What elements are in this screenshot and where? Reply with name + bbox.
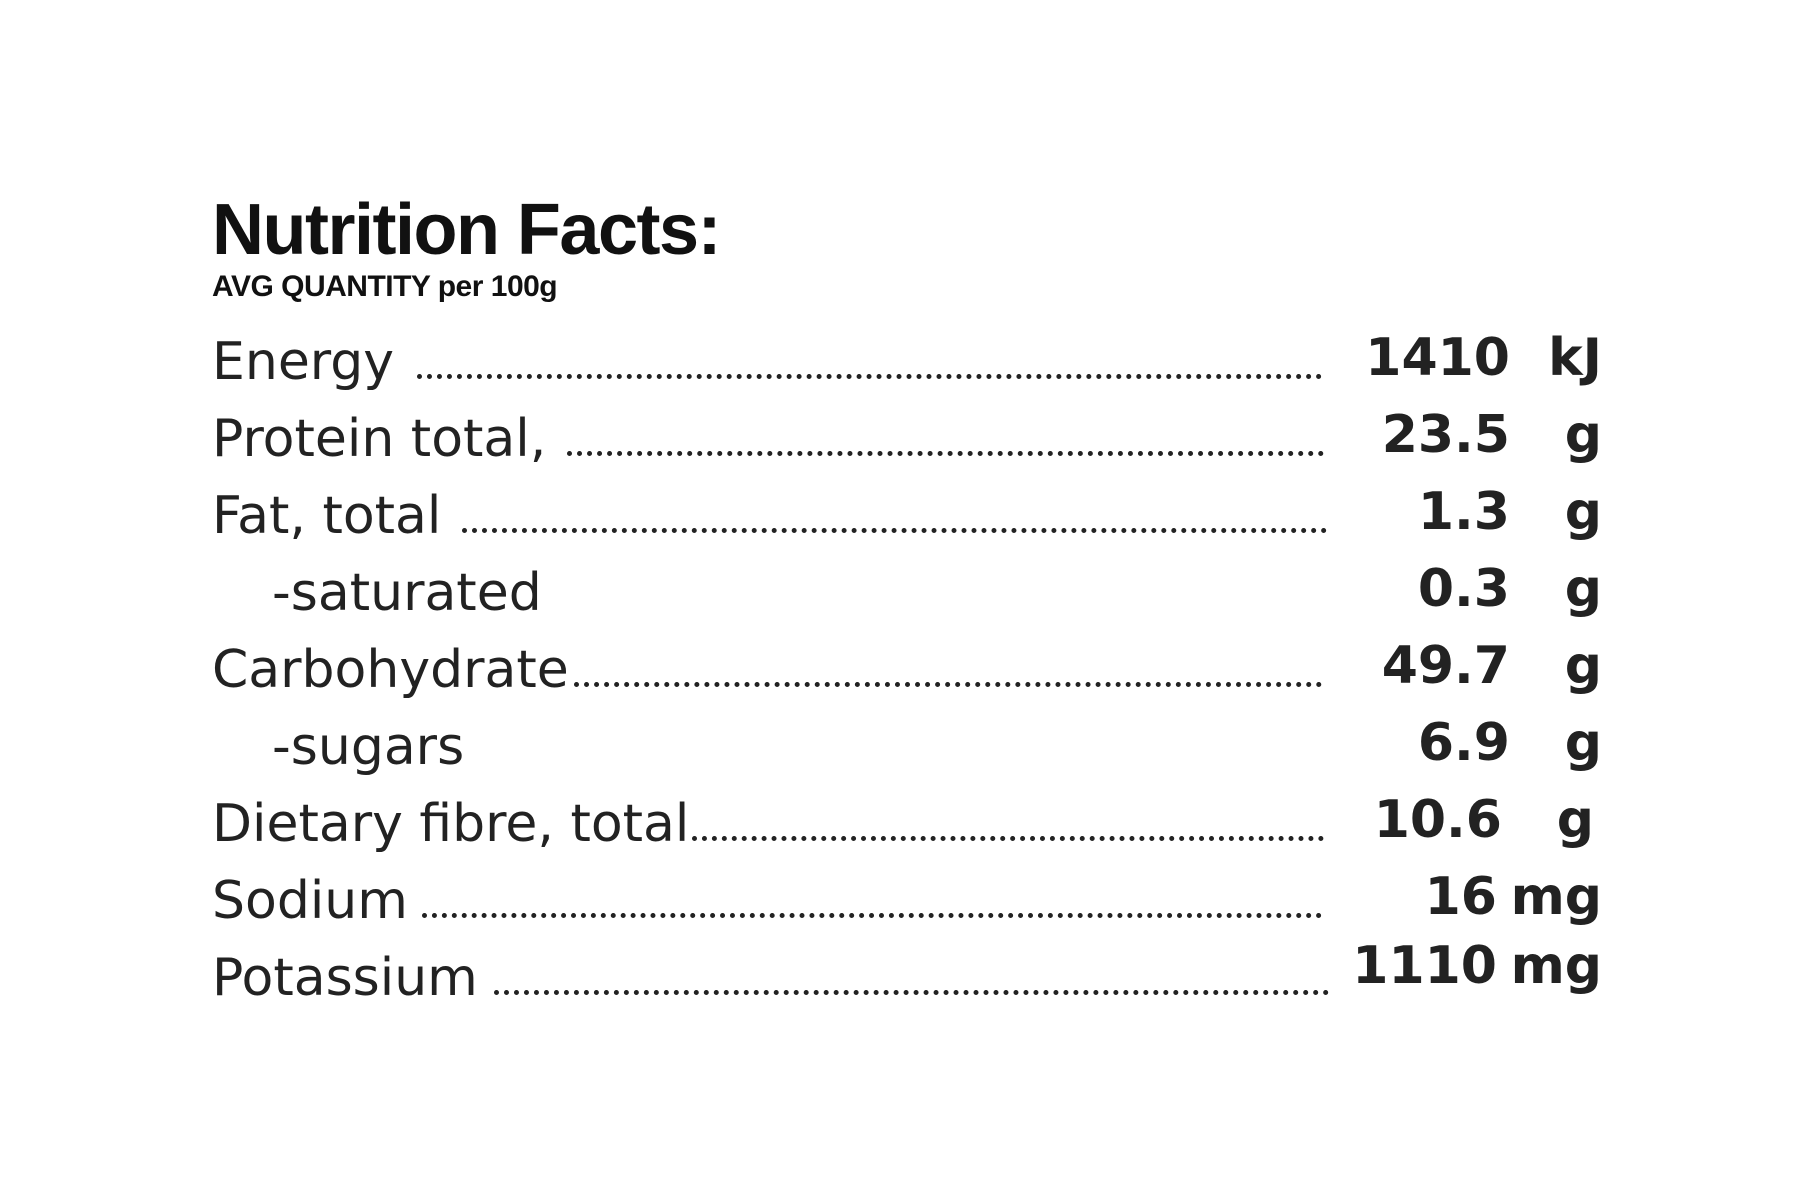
nutrient-value: 6.9 bbox=[1417, 713, 1510, 773]
nutrient-value: 1.3 bbox=[1417, 482, 1510, 542]
nutrient-label: -sugars bbox=[272, 717, 465, 777]
nutrient-label: -saturated bbox=[272, 563, 542, 623]
nutrient-label: Energy bbox=[212, 332, 395, 392]
nutrient-unit: g bbox=[1564, 713, 1602, 773]
dotted-leader bbox=[692, 836, 1324, 841]
nutrient-unit: g bbox=[1564, 559, 1602, 619]
nutrient-unit: kJ bbox=[1548, 328, 1602, 388]
nutrient-row-carbohydrate: Carbohydrate 49.7 g bbox=[212, 634, 1602, 711]
nutrient-list: Energy 1410 kJ Protein total, 23.5 g Fat… bbox=[212, 326, 1602, 1019]
nutrient-row-fat: Fat, total 1.3 g bbox=[212, 480, 1602, 557]
nutrient-label: Sodium bbox=[212, 871, 408, 931]
dotted-leader bbox=[417, 374, 1322, 379]
dotted-leader bbox=[462, 528, 1327, 533]
nutrition-panel: Nutrition Facts: AVG QUANTITY per 100g E… bbox=[212, 190, 1602, 1019]
nutrient-value: 1410 bbox=[1365, 328, 1510, 388]
nutrient-row-energy: Energy 1410 kJ bbox=[212, 326, 1602, 403]
nutrient-row-potassium: Potassium 1110 mg bbox=[212, 936, 1602, 1019]
nutrient-row-sodium: Sodium 16 mg bbox=[212, 865, 1602, 942]
nutrient-unit: g bbox=[1564, 636, 1602, 696]
nutrient-unit: g bbox=[1564, 405, 1602, 465]
nutrient-row-dietary-fibre: Dietary fibre, total 10.6 g bbox=[212, 788, 1602, 865]
nutrient-row-protein: Protein total, 23.5 g bbox=[212, 403, 1602, 480]
nutrient-row-saturated: -saturated 0.3 g bbox=[212, 557, 1602, 634]
dotted-leader bbox=[567, 451, 1324, 456]
nutrient-unit: g bbox=[1556, 790, 1594, 850]
serving-basis: AVG QUANTITY per 100g bbox=[212, 270, 558, 303]
nutrient-unit: mg bbox=[1510, 867, 1602, 927]
nutrient-unit: mg bbox=[1510, 936, 1602, 996]
nutrient-label: Potassium bbox=[212, 948, 478, 1008]
dotted-leader bbox=[574, 682, 1322, 687]
nutrient-label: Fat, total bbox=[212, 486, 442, 546]
nutrient-row-sugars: -sugars 6.9 g bbox=[212, 711, 1602, 788]
page-title: Nutrition Facts: bbox=[212, 190, 721, 270]
nutrient-value: 23.5 bbox=[1381, 405, 1510, 465]
nutrient-label: Dietary fibre, total bbox=[212, 794, 690, 854]
nutrient-label: Protein total, bbox=[212, 409, 547, 469]
nutrient-value: 16 bbox=[1424, 867, 1497, 927]
nutrient-value: 10.6 bbox=[1373, 790, 1502, 850]
nutrient-unit: g bbox=[1564, 482, 1602, 542]
nutrient-label: Carbohydrate bbox=[212, 640, 569, 700]
dotted-leader bbox=[494, 990, 1329, 995]
dotted-leader bbox=[422, 913, 1322, 918]
nutrient-value: 49.7 bbox=[1381, 636, 1510, 696]
nutrient-value: 1110 bbox=[1352, 936, 1497, 996]
nutrient-value: 0.3 bbox=[1417, 559, 1510, 619]
